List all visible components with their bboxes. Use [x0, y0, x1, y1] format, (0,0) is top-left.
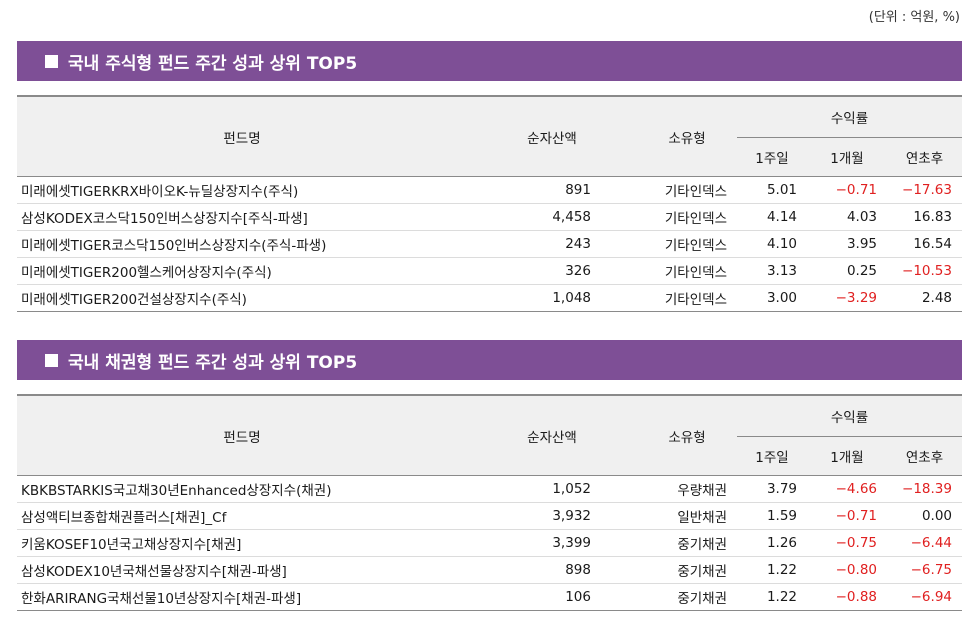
header-returns: 수익률 [737, 95, 962, 138]
aum-cell: 326 [467, 257, 637, 285]
return-ytd-cell: −10.53 [887, 257, 962, 285]
fund-name-cell: 미래에셋TIGER200헬스케어상장지수(주식) [17, 257, 467, 285]
header-aum: 순자산액 [467, 95, 637, 177]
table-row: 키움KOSEF10년국고채상장지수[채권] 3,399 중기채권 1.26 −0… [17, 529, 962, 557]
return-1month-cell: 3.95 [807, 230, 887, 258]
type-cell: 우량채권 [637, 475, 737, 503]
table-row: 삼성액티브종합채권플러스[채권]_Cf 3,932 일반채권 1.59 −0.7… [17, 502, 962, 530]
fund-name-cell: 삼성액티브종합채권플러스[채권]_Cf [17, 502, 467, 530]
fund-name-cell: 삼성KODEX코스닥150인버스상장지수[주식-파생] [17, 203, 467, 231]
return-1month-cell: 4.03 [807, 203, 887, 231]
header-ytd: 연초후 [887, 436, 962, 476]
header-aum: 순자산액 [467, 394, 637, 476]
type-cell: 중기채권 [637, 583, 737, 611]
header-ytd: 연초후 [887, 137, 962, 177]
table-row: 한화ARIRANG국채선물10년상장지수[채권-파생] 106 중기채권 1.2… [17, 583, 962, 611]
return-1week-cell: 4.14 [737, 203, 807, 231]
section-title: 국내 주식형 펀드 주간 성과 상위 TOP5 [68, 53, 358, 74]
table-row: 미래에셋TIGER코스닥150인버스상장지수(주식-파생) 243 기타인덱스 … [17, 230, 962, 258]
type-cell: 기타인덱스 [637, 257, 737, 285]
return-ytd-cell: −6.44 [887, 529, 962, 557]
aum-cell: 106 [467, 583, 637, 611]
header-fund-name: 펀드명 [17, 394, 467, 476]
table-row: 삼성KODEX10년국채선물상장지수[채권-파생] 898 중기채권 1.22 … [17, 556, 962, 584]
aum-cell: 1,048 [467, 284, 637, 312]
return-1month-cell: −0.88 [807, 583, 887, 611]
return-1month-cell: −0.75 [807, 529, 887, 557]
type-cell: 기타인덱스 [637, 230, 737, 258]
fund-name-cell: 삼성KODEX10년국채선물상장지수[채권-파생] [17, 556, 467, 584]
aum-cell: 3,932 [467, 502, 637, 530]
return-1month-cell: −4.66 [807, 475, 887, 503]
return-1week-cell: 1.59 [737, 502, 807, 530]
bond-fund-section: 국내 채권형 펀드 주간 성과 상위 TOP5 펀드명 순자산액 소유형 수익률… [17, 340, 962, 611]
table-row: 미래에셋TIGER200건설상장지수(주식) 1,048 기타인덱스 3.00 … [17, 284, 962, 312]
return-ytd-cell: 2.48 [887, 284, 962, 312]
return-1month-cell: −0.71 [807, 502, 887, 530]
aum-cell: 891 [467, 176, 637, 204]
header-returns: 수익률 [737, 394, 962, 437]
header-1month: 1개월 [807, 436, 887, 476]
aum-cell: 3,399 [467, 529, 637, 557]
header-1week: 1주일 [737, 436, 807, 476]
return-ytd-cell: 0.00 [887, 502, 962, 530]
table-row: 삼성KODEX코스닥150인버스상장지수[주식-파생] 4,458 기타인덱스 … [17, 203, 962, 231]
table-row: KBKBSTARKIS국고채30년Enhanced상장지수(채권) 1,052 … [17, 475, 962, 503]
return-1week-cell: 3.13 [737, 257, 807, 285]
table-row: 미래에셋TIGER200헬스케어상장지수(주식) 326 기타인덱스 3.13 … [17, 257, 962, 285]
header-type: 소유형 [637, 95, 737, 177]
return-ytd-cell: −17.63 [887, 176, 962, 204]
table-row: 미래에셋TIGERKRX바이오K-뉴딜상장지수(주식) 891 기타인덱스 5.… [17, 176, 962, 204]
return-1week-cell: 1.22 [737, 556, 807, 584]
section-title-bar: 국내 채권형 펀드 주간 성과 상위 TOP5 [17, 340, 962, 380]
aum-cell: 898 [467, 556, 637, 584]
equity-fund-table: 펀드명 순자산액 소유형 수익률 1주일 1개월 연초후 미래에셋TIGERKR… [17, 95, 962, 312]
type-cell: 중기채권 [637, 556, 737, 584]
fund-name-cell: 키움KOSEF10년국고채상장지수[채권] [17, 529, 467, 557]
type-cell: 기타인덱스 [637, 176, 737, 204]
return-ytd-cell: 16.54 [887, 230, 962, 258]
type-cell: 기타인덱스 [637, 203, 737, 231]
equity-fund-section: 국내 주식형 펀드 주간 성과 상위 TOP5 펀드명 순자산액 소유형 수익률… [17, 41, 962, 312]
return-1week-cell: 3.00 [737, 284, 807, 312]
fund-name-cell: KBKBSTARKIS국고채30년Enhanced상장지수(채권) [17, 475, 467, 503]
aum-cell: 1,052 [467, 475, 637, 503]
unit-note: (단위 : 억원, %) [868, 10, 960, 25]
header-type: 소유형 [637, 394, 737, 476]
return-1week-cell: 1.22 [737, 583, 807, 611]
type-cell: 중기채권 [637, 529, 737, 557]
fund-name-cell: 미래에셋TIGER200건설상장지수(주식) [17, 284, 467, 312]
type-cell: 기타인덱스 [637, 284, 737, 312]
return-1week-cell: 3.79 [737, 475, 807, 503]
return-ytd-cell: 16.83 [887, 203, 962, 231]
return-1month-cell: −0.80 [807, 556, 887, 584]
bond-fund-table: 펀드명 순자산액 소유형 수익률 1주일 1개월 연초후 KBKBSTARKIS… [17, 394, 962, 611]
header-1month: 1개월 [807, 137, 887, 177]
return-1week-cell: 1.26 [737, 529, 807, 557]
section-title: 국내 채권형 펀드 주간 성과 상위 TOP5 [68, 352, 358, 373]
return-ytd-cell: −6.75 [887, 556, 962, 584]
header-1week: 1주일 [737, 137, 807, 177]
aum-cell: 4,458 [467, 203, 637, 231]
return-1month-cell: −3.29 [807, 284, 887, 312]
fund-name-cell: 미래에셋TIGERKRX바이오K-뉴딜상장지수(주식) [17, 176, 467, 204]
return-1month-cell: −0.71 [807, 176, 887, 204]
square-bullet-icon [45, 353, 58, 367]
return-ytd-cell: −18.39 [887, 475, 962, 503]
return-1week-cell: 4.10 [737, 230, 807, 258]
header-fund-name: 펀드명 [17, 95, 467, 177]
return-ytd-cell: −6.94 [887, 583, 962, 611]
fund-name-cell: 미래에셋TIGER코스닥150인버스상장지수(주식-파생) [17, 230, 467, 258]
section-title-bar: 국내 주식형 펀드 주간 성과 상위 TOP5 [17, 41, 962, 81]
aum-cell: 243 [467, 230, 637, 258]
type-cell: 일반채권 [637, 502, 737, 530]
square-bullet-icon [45, 54, 58, 68]
return-1month-cell: 0.25 [807, 257, 887, 285]
fund-name-cell: 한화ARIRANG국채선물10년상장지수[채권-파생] [17, 583, 467, 611]
return-1week-cell: 5.01 [737, 176, 807, 204]
